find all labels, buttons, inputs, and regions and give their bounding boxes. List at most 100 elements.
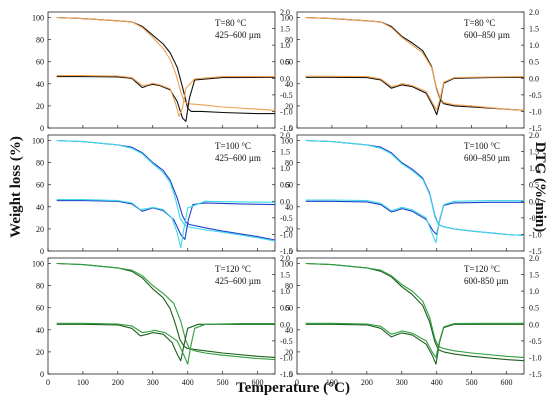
y-tick-label: 60: [36, 181, 44, 190]
y-tick-label: 0: [40, 370, 44, 379]
y2-tick-label: 0.5: [529, 181, 539, 190]
y2-tick-label: -1.0: [280, 107, 293, 116]
y-tick-label: 0: [289, 370, 293, 379]
y-tick-label: 80: [36, 159, 44, 168]
x-tick-label: 0: [46, 378, 50, 387]
x-tick-label: 400: [431, 378, 443, 387]
y-tick-label: 100: [32, 14, 44, 23]
series-line-right-2: [56, 323, 275, 362]
y2-tick-label: 1.5: [529, 25, 539, 34]
series-line-left-1: [56, 262, 276, 361]
y2-tick-label: -1.0: [529, 230, 542, 239]
y-tick-label: 80: [285, 36, 293, 45]
y2-tick-label: 1.0: [280, 41, 290, 50]
y2-tick-label: -1.5: [280, 370, 293, 379]
y2-tick-label: 2.0: [280, 254, 290, 263]
y2-tick-label: 0.0: [280, 197, 290, 206]
y-tick-label: 40: [36, 326, 44, 335]
y2-tick-label: 0.0: [529, 74, 539, 83]
y2-tick-label: 0.5: [529, 58, 539, 67]
panel-3: 0 20 40 60 80 100 -1.5 -1.0 -0.5 0.0 0.5 1.0 1.5 2.0 T…: [281, 131, 542, 256]
y2-tick-label: 1.0: [280, 164, 290, 173]
y2-tick-label: 2.0: [529, 254, 539, 263]
y2-tick-label: 1.5: [280, 271, 290, 280]
series-line-left-1: [56, 139, 276, 242]
y2-tick-label: 0.5: [280, 304, 290, 313]
series-line-right-2: [305, 323, 524, 365]
panel-2: 0 20 40 60 80 100 -1.5 -1.0 -0.5 0.0 0.5 1.0 1.5 2.0 T…: [32, 131, 293, 256]
y-tick-label: 40: [285, 326, 293, 335]
y-tick-label: 80: [285, 282, 293, 291]
y2-tick-label: -1.5: [529, 124, 542, 133]
panel-frame: [296, 11, 525, 129]
y-tick-label: 100: [281, 137, 293, 146]
panel-annotation: 600-850 µm: [464, 276, 508, 286]
series-line-left-1: [305, 139, 525, 237]
x-tick-label: 600: [501, 378, 513, 387]
x-tick-label: 500: [217, 378, 229, 387]
y2-tick-label: 0.0: [529, 320, 539, 329]
x-tick-label: 300: [396, 378, 408, 387]
y2-tick-label: 2.0: [529, 131, 539, 140]
y-tick-label: 100: [32, 260, 44, 269]
y-tick-label: 80: [36, 36, 44, 45]
series-line-right-2: [305, 200, 524, 235]
panel-annotation: T=80 °C: [215, 18, 246, 28]
y2-tick-label: -0.5: [529, 337, 542, 346]
y-tick-label: 20: [36, 348, 44, 357]
y2-tick-label: 0.0: [280, 320, 290, 329]
panel-frame: [47, 257, 276, 375]
y-tick-label: 0: [40, 124, 44, 133]
y-axis-title-left: Weight loss (%): [8, 136, 24, 238]
y2-tick-label: -1.0: [529, 107, 542, 116]
series-line-right-3: [56, 322, 275, 365]
y-tick-label: 0: [289, 124, 293, 133]
y-tick-label: 60: [285, 181, 293, 190]
y2-tick-label: -1.5: [280, 124, 293, 133]
y-tick-label: 40: [36, 80, 44, 89]
y2-tick-label: -0.5: [529, 91, 542, 100]
panel-annotation: T=100 °C: [464, 141, 500, 151]
y2-tick-label: 1.0: [280, 287, 290, 296]
y2-tick-label: -0.5: [529, 214, 542, 223]
panel-frame: [296, 257, 525, 375]
y2-tick-label: 1.5: [529, 271, 539, 280]
y2-tick-label: -0.5: [280, 91, 293, 100]
series-line-right-2: [305, 76, 525, 116]
x-tick-label: 200: [361, 378, 373, 387]
y2-tick-label: 2.0: [529, 8, 539, 17]
series-line-right-3: [305, 75, 525, 111]
y2-tick-label: 1.5: [280, 25, 290, 34]
panel-frame: [47, 11, 276, 129]
y2-tick-label: 1.0: [529, 164, 539, 173]
panel-frame: [47, 134, 276, 252]
y-tick-label: 100: [281, 14, 293, 23]
x-tick-label: 500: [466, 378, 478, 387]
y2-tick-label: -1.5: [529, 370, 542, 379]
y-tick-label: 60: [36, 304, 44, 313]
y-tick-label: 20: [36, 102, 44, 111]
series-line-right-2: [56, 76, 276, 122]
x-tick-label: 200: [112, 378, 124, 387]
panel-annotation: 600–850 µm: [464, 153, 510, 163]
series-line-right-3: [305, 199, 524, 244]
x-tick-label: 300: [147, 378, 159, 387]
y2-tick-label: -1.0: [280, 353, 293, 362]
y-tick-label: 80: [36, 282, 44, 291]
series-line-right-3: [56, 199, 276, 249]
y2-tick-label: 0.5: [280, 58, 290, 67]
panel-annotation: 425–600 µm: [215, 30, 261, 40]
y-tick-label: 40: [285, 203, 293, 212]
y-tick-label: 60: [285, 304, 293, 313]
y2-tick-label: -0.5: [280, 214, 293, 223]
y2-tick-label: 1.0: [529, 41, 539, 50]
x-tick-label: 0: [295, 378, 299, 387]
y2-tick-label: -1.0: [280, 230, 293, 239]
y-tick-label: 0: [40, 247, 44, 256]
y2-tick-label: 0.0: [280, 74, 290, 83]
panel-annotation: T=100 °C: [215, 141, 251, 151]
panel-annotation: T=120 °C: [215, 264, 251, 274]
y2-tick-label: 0.0: [529, 197, 539, 206]
panel-0: 0 20 40 60 80 100 -1.5 -1.0 -0.5 0.0 0.5 1.0 1.5 2.0 T…: [32, 8, 293, 133]
